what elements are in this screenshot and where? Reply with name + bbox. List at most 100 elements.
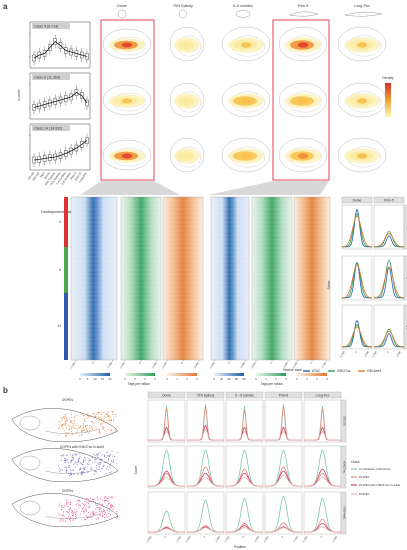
enhancer-dot <box>87 412 89 414</box>
enhancer-dot <box>63 460 65 462</box>
enhancer-dot <box>115 415 117 417</box>
enhancer-dot <box>112 417 115 420</box>
b-profile-line <box>304 430 341 441</box>
enhancer-dot <box>57 465 60 467</box>
density-embryo <box>278 137 328 173</box>
enhancer-dot <box>98 509 100 511</box>
enhancer-dot <box>78 425 80 427</box>
enhancer-dot <box>60 416 62 418</box>
enhancer-dot <box>68 475 70 477</box>
enhancer-dot <box>102 466 104 468</box>
enhancer-dot <box>114 456 116 458</box>
enhancer-dot <box>61 506 63 508</box>
enhancer-dot <box>93 498 95 500</box>
density-blob-core <box>240 153 252 159</box>
b-xtick-label: -2,000 <box>262 535 270 544</box>
enhancer-dot <box>99 507 101 509</box>
b-col-header: Prim-5 <box>279 394 289 398</box>
enhancer-dot <box>108 411 110 413</box>
enhancer-dot <box>80 473 82 475</box>
b-xtick-label: 0 <box>280 535 284 539</box>
enhancer-dot <box>58 512 60 515</box>
enhancer-dot <box>61 518 63 520</box>
profile-cell <box>341 255 373 301</box>
b-xtick-label: -2,000 <box>145 535 153 544</box>
enhancer-dot <box>77 473 79 475</box>
enhancer-dot <box>105 414 107 416</box>
scale-bar <box>256 373 286 376</box>
enhancer-dot <box>58 505 60 507</box>
enhancer-dot <box>105 423 107 425</box>
enhancer-dot <box>100 417 102 419</box>
enhancer-dot <box>74 453 76 455</box>
enhancer-dot <box>105 461 107 463</box>
enhancer-dot <box>66 420 68 422</box>
enhancer-dot <box>115 429 117 431</box>
density-blob-core <box>121 42 133 48</box>
class6-marker: 6 <box>59 268 61 272</box>
enhancer-dot <box>81 474 83 476</box>
embryo-label: DOPEs <box>62 398 73 402</box>
density-map-grid <box>102 26 387 173</box>
enhancer-dot <box>62 428 64 430</box>
class-label-bg <box>32 125 70 131</box>
enhancer-dot <box>71 455 73 457</box>
enhancer-dot <box>88 433 91 435</box>
enhancer-dot <box>59 503 61 505</box>
enhancer-dot <box>98 456 100 459</box>
enhancer-dot <box>70 420 72 422</box>
enhancer-dot <box>109 467 111 469</box>
enhancer-dot <box>94 470 96 472</box>
enhancer-dot <box>63 504 65 506</box>
enhancer-dot <box>63 507 65 509</box>
b-profile-line <box>148 528 185 533</box>
enhancer-dot <box>65 505 67 507</box>
enhancer-dot <box>65 517 67 519</box>
enhancer-dot <box>71 511 73 513</box>
enhancer-dot <box>96 465 98 467</box>
enhancer-dot <box>57 428 59 430</box>
enhancer-dot <box>66 459 68 461</box>
enhancer-dot <box>74 512 76 515</box>
enhancer-dot <box>87 415 89 417</box>
enhancer-dot <box>96 456 98 458</box>
enhancer-dot <box>65 520 67 523</box>
enhancer-dot <box>101 413 103 415</box>
density-blob-core <box>183 98 191 104</box>
enhancer-dot <box>85 510 87 512</box>
epiboly-sketch-icon <box>178 9 188 19</box>
enhancer-dot <box>115 517 117 519</box>
enhancer-dot <box>84 432 86 434</box>
median-line <box>33 40 88 59</box>
enhancer-dot <box>89 427 91 429</box>
profile-line <box>374 328 404 348</box>
enhancer-dot <box>68 510 71 512</box>
enhancer-dot <box>86 428 88 430</box>
enhancer-dot <box>63 417 66 419</box>
enhancer-dot <box>66 417 68 419</box>
enhancer-dot <box>89 425 91 427</box>
enhancer-dot <box>85 518 87 520</box>
enhancer-dot <box>72 514 74 516</box>
density-blob-core <box>240 98 252 104</box>
enhancer-dot <box>82 428 84 430</box>
enhancer-dot <box>99 431 101 433</box>
density-blob-core <box>297 98 309 104</box>
density-blob-core <box>297 153 309 159</box>
enhancer-dot <box>72 512 74 514</box>
enhancer-dot <box>60 519 62 521</box>
enhancer-dot <box>64 424 66 426</box>
density-blob-core <box>356 153 368 159</box>
enhancer-dot <box>75 511 77 513</box>
enhancer-dot <box>68 466 70 468</box>
class-label-bg <box>32 23 70 29</box>
enhancer-dot <box>100 462 102 464</box>
boxplots: Class 4 (9,714) Class 6 (11,360) Class 14 … <box>29 21 91 171</box>
scale-tick-label: 1 <box>176 377 178 381</box>
scale-tick-label: 0 <box>124 377 126 381</box>
enhancer-dot <box>104 510 106 512</box>
enhancer-dot <box>93 510 95 512</box>
enhancer-dot <box>63 515 65 517</box>
scale-tick-label: 0 <box>296 377 298 381</box>
enhancer-dot <box>111 461 113 463</box>
